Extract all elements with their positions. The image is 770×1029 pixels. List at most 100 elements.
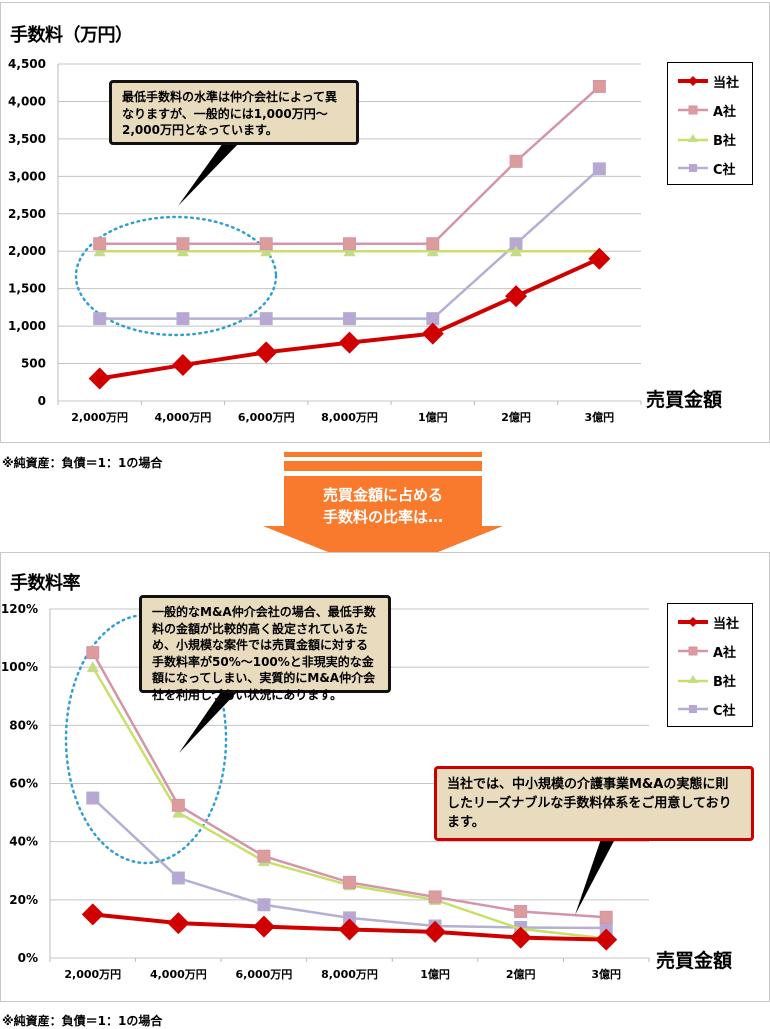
data-point: [176, 245, 189, 257]
data-point: [338, 331, 361, 354]
data-point: [424, 920, 447, 943]
chart-legend: 当社 A社 B社 C社: [667, 603, 753, 727]
data-point: [260, 245, 273, 257]
square-marker-icon: [678, 105, 708, 115]
x-tick-label: 2,000万円: [64, 968, 121, 981]
data-point: [509, 926, 532, 949]
legend-item-a: A社: [678, 641, 736, 661]
data-point: [81, 903, 104, 926]
square-marker-icon: [678, 164, 708, 172]
x-tick-label: 2億円: [501, 410, 531, 424]
legend-item-tosha: 当社: [678, 612, 739, 632]
x-tick-label: 1億円: [420, 967, 450, 981]
y-tick-label: 20%: [9, 893, 38, 907]
data-point: [426, 245, 439, 257]
y-tick-label: 1,500: [8, 282, 46, 296]
arrow-caption: 売買金額に占める 手数料の比率は…: [322, 486, 443, 526]
chart-legend: 当社 A社 B社 C社: [667, 62, 753, 185]
legend-item-b: B社: [678, 670, 736, 690]
chart-title: 手数料（万円）: [10, 25, 133, 46]
data-point: [505, 285, 528, 308]
data-point: [428, 890, 442, 904]
x-axis-title: 売買金額: [646, 389, 723, 411]
data-point: [259, 237, 273, 251]
callout-our-company: 当社では、中小規模の介護事業M&Aの実態に則したリーズナブルな手数料体系をご用意…: [434, 766, 754, 841]
data-point: [171, 871, 185, 885]
y-tick-label: 120%: [1, 602, 38, 616]
y-tick-label: 4,500: [8, 57, 46, 71]
legend-item-c: C社: [678, 699, 736, 719]
x-tick-label: 2,000万円: [71, 411, 128, 424]
y-tick-label: 3,500: [8, 132, 46, 146]
triangle-marker-icon: [678, 134, 708, 142]
square-marker-icon: [678, 705, 708, 713]
data-point: [176, 237, 190, 251]
diamond-marker-icon: [678, 617, 708, 627]
data-point: [93, 312, 107, 326]
data-point: [171, 354, 194, 377]
y-tick-label: 80%: [9, 718, 38, 732]
data-point: [592, 162, 606, 176]
y-tick-label: 60%: [9, 777, 38, 791]
y-tick-label: 2,500: [8, 207, 46, 221]
chart-title: 手数料率: [10, 573, 81, 594]
y-tick-label: 100%: [1, 660, 38, 674]
callout-pointer: [178, 143, 239, 206]
data-point: [510, 245, 523, 257]
x-tick-label: 3億円: [591, 967, 621, 981]
y-tick-label: 500: [21, 357, 46, 371]
data-point: [426, 237, 440, 251]
x-tick-label: 3億円: [585, 410, 615, 424]
x-tick-label: 8,000万円: [321, 411, 378, 424]
data-point: [514, 904, 528, 918]
y-tick-label: 0: [38, 394, 46, 408]
data-point: [93, 245, 106, 257]
fee-rate-chart-panel: 手数料率 0% 20% 40% 60% 80% 100% 120% 2,000万円 4,000万…: [0, 552, 770, 1002]
data-point: [176, 312, 190, 326]
data-point: [167, 912, 190, 935]
data-point: [88, 367, 111, 390]
diamond-marker-icon: [678, 76, 708, 86]
data-point: [588, 247, 611, 270]
data-point: [595, 928, 618, 951]
data-point: [343, 312, 356, 326]
data-point: [338, 918, 361, 941]
legend-item-a: A社: [678, 100, 736, 120]
data-point: [343, 245, 356, 257]
data-point: [86, 791, 100, 805]
data-point: [252, 915, 275, 938]
data-point: [257, 849, 271, 863]
x-axis-title: 売買金額: [656, 950, 733, 972]
data-point: [171, 798, 185, 812]
y-tick-label: 4,000: [8, 94, 46, 108]
fee-amount-chart-plot: 0 500 1,000 1,500 2,000 2,500 3,000 3,500 4,000 4…: [8, 57, 642, 424]
callout-pointer: [575, 839, 615, 915]
y-tick-label: 3,000: [8, 169, 46, 183]
legend-item-b: B社: [678, 129, 736, 149]
y-tick-label: 40%: [9, 835, 38, 849]
y-tick-label: 2,000: [8, 244, 46, 258]
footnote: ※純資産：負債＝1：1の場合: [2, 1014, 163, 1028]
data-point: [421, 322, 444, 345]
footnote: ※純資産：負債＝1：1の場合: [2, 456, 163, 470]
data-point: [257, 898, 271, 912]
x-tick-label: 6,000万円: [236, 968, 293, 981]
data-point: [93, 237, 107, 251]
x-tick-label: 1億円: [418, 410, 448, 424]
legend-item-tosha: 当社: [678, 71, 739, 91]
x-tick-label: 4,000万円: [150, 968, 207, 981]
x-tick-label: 2億円: [506, 967, 536, 981]
data-point: [259, 312, 273, 326]
data-point: [343, 237, 356, 251]
data-point: [592, 79, 606, 93]
callout-min-fee: 最低手数料の水準は仲介会社によって異なりますが、一般的には1,000万円～2,0…: [109, 80, 359, 145]
callout-industry: 一般的なM&A仲介会社の場合、最低手数料の金額が比較的高く設定されているため、小…: [139, 595, 391, 702]
data-point: [86, 646, 100, 660]
highlight-ellipse: [74, 215, 278, 337]
callout-pointer: [179, 692, 237, 753]
y-tick-label: 1,000: [8, 319, 46, 333]
x-tick-label: 4,000万円: [155, 411, 212, 424]
data-point: [172, 806, 185, 818]
data-point: [343, 875, 356, 889]
data-point: [255, 341, 278, 364]
